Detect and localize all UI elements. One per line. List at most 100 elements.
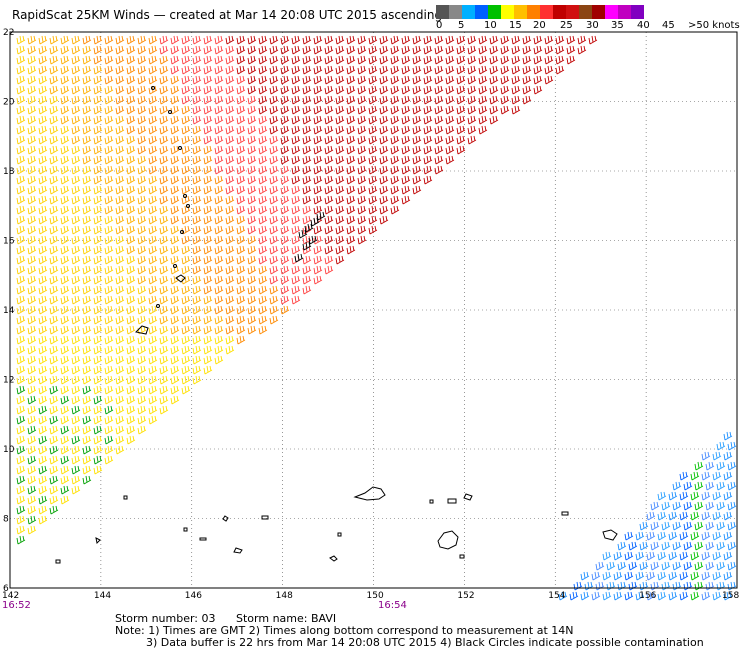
wind-barb <box>390 105 400 115</box>
wind-barb <box>247 165 257 175</box>
wind-barb <box>346 145 356 155</box>
wind-barb <box>313 195 323 205</box>
wind-barb <box>280 135 290 145</box>
wind-barb <box>613 571 623 581</box>
wind-barb <box>16 415 26 425</box>
wind-barb <box>269 65 279 75</box>
wind-barb <box>390 125 400 135</box>
wind-barb <box>137 55 147 65</box>
wind-barb <box>192 215 202 225</box>
wind-barb <box>137 115 147 125</box>
wind-barb <box>126 235 136 245</box>
wind-barb <box>368 185 378 195</box>
wind-barb <box>49 65 59 75</box>
wind-barb <box>126 155 136 165</box>
wind-barb <box>181 255 191 265</box>
wind-barb <box>258 205 268 215</box>
latitude-label: 12 <box>3 376 14 386</box>
wind-barb <box>16 365 26 375</box>
wind-barb <box>170 275 180 285</box>
wind-barb <box>269 205 279 215</box>
wind-barb <box>368 135 378 145</box>
wind-barb <box>82 145 92 155</box>
wind-barb <box>280 255 290 265</box>
wind-barb <box>49 355 59 365</box>
wind-barb <box>379 75 389 85</box>
wind-barb <box>302 195 312 205</box>
wind-barb <box>357 235 367 245</box>
wind-barb <box>661 501 671 511</box>
wind-barb <box>203 315 213 325</box>
wind-barb <box>203 285 213 295</box>
wind-barb <box>412 105 422 115</box>
wind-barb <box>71 55 81 65</box>
wind-barb <box>137 295 147 305</box>
wind-barb <box>313 55 323 65</box>
wind-barb <box>82 185 92 195</box>
wind-barb <box>683 561 693 571</box>
wind-barb <box>679 571 689 581</box>
wind-barb <box>16 75 26 85</box>
wind-barb <box>679 491 689 501</box>
wind-barb <box>467 35 477 45</box>
wind-barb <box>159 375 169 385</box>
wind-barb <box>38 235 48 245</box>
wind-barb <box>60 445 70 455</box>
wind-barb <box>115 225 125 235</box>
wind-barb <box>71 405 81 415</box>
wind-barb <box>533 35 543 45</box>
wind-barb <box>280 155 290 165</box>
wind-barb <box>588 35 598 45</box>
wind-barb <box>137 225 147 235</box>
wind-barb <box>522 35 532 45</box>
wind-barb <box>148 415 158 425</box>
wind-barb <box>126 335 136 345</box>
wind-barb <box>82 65 92 75</box>
wind-barb <box>181 305 191 315</box>
wind-barb <box>181 265 191 275</box>
island-outline <box>463 493 473 501</box>
wind-barb <box>280 185 290 195</box>
wind-barb <box>445 35 455 45</box>
wind-barb <box>390 135 400 145</box>
wind-barb <box>148 395 158 405</box>
wind-barb <box>291 235 301 245</box>
wind-barb <box>379 175 389 185</box>
wind-barb <box>71 255 81 265</box>
wind-barb <box>126 185 136 195</box>
wind-barb <box>214 155 224 165</box>
wind-barb <box>60 305 70 315</box>
wind-barb <box>49 455 59 465</box>
wind-barb <box>291 195 301 205</box>
wind-barb <box>38 115 48 125</box>
wind-barb <box>346 75 356 85</box>
wind-barb <box>82 35 92 45</box>
wind-barb <box>38 145 48 155</box>
wind-barb <box>16 445 26 455</box>
wind-barb <box>225 235 235 245</box>
wind-barb <box>27 275 37 285</box>
wind-barb <box>170 185 180 195</box>
wind-barb <box>423 65 433 75</box>
wind-barb <box>126 405 136 415</box>
wind-barb <box>335 95 345 105</box>
wind-barb <box>214 145 224 155</box>
wind-barb <box>500 45 510 55</box>
wind-barb <box>60 345 70 355</box>
wind-barb <box>478 65 488 75</box>
wind-barb <box>280 195 290 205</box>
wind-barb <box>716 521 726 531</box>
wind-barb <box>225 205 235 215</box>
latitude-label: 22 <box>3 28 14 38</box>
latitude-label: 20 <box>3 98 15 108</box>
wind-barb <box>434 95 444 105</box>
wind-barb <box>628 561 638 571</box>
wind-barb <box>727 461 737 471</box>
wind-barb <box>137 385 147 395</box>
wind-barb <box>302 225 312 235</box>
wind-barb <box>104 205 114 215</box>
wind-barb <box>555 35 565 45</box>
wind-barb <box>115 365 125 375</box>
wind-barb <box>148 125 158 135</box>
wind-barb <box>16 435 26 445</box>
